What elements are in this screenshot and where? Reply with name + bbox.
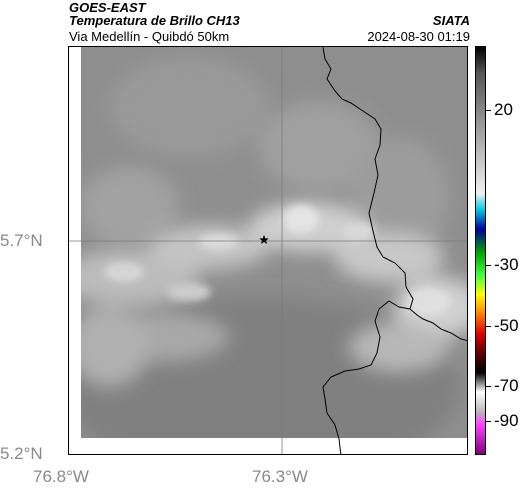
border-line	[322, 47, 414, 454]
colorbar-tick	[486, 386, 491, 387]
colorbar-label: -70	[494, 376, 519, 395]
colorbar-tick	[486, 265, 491, 266]
lon-label-76-8: 76.8°W	[33, 467, 89, 486]
colorbar-label: -90	[494, 411, 519, 430]
agency-label: SIATA	[432, 13, 470, 28]
lat-label-5-2: 5.2°N	[0, 444, 43, 463]
lat-label-5-7: 5.7°N	[0, 231, 43, 250]
product-title: Temperatura de Brillo CH13	[69, 13, 240, 28]
lon-label-76-3: 76.3°W	[252, 467, 308, 486]
border-line-east	[409, 308, 467, 342]
location-label: Via Medellín - Quibdó 50km	[69, 29, 230, 44]
colorbar-tick	[486, 421, 491, 422]
colorbar-label: 20	[494, 100, 513, 119]
colorbar-label: -50	[494, 316, 519, 335]
map-canvas	[69, 47, 467, 454]
satellite-title: GOES-EAST	[69, 0, 146, 15]
star-icon	[259, 235, 269, 244]
colorbar	[475, 46, 486, 455]
colorbar-tick	[486, 110, 491, 111]
colorbar-tick	[486, 326, 491, 327]
datetime-label: 2024-08-30 01:19	[367, 29, 470, 44]
colorbar-label: -30	[494, 255, 519, 274]
brightness-temperature-map	[68, 46, 468, 455]
